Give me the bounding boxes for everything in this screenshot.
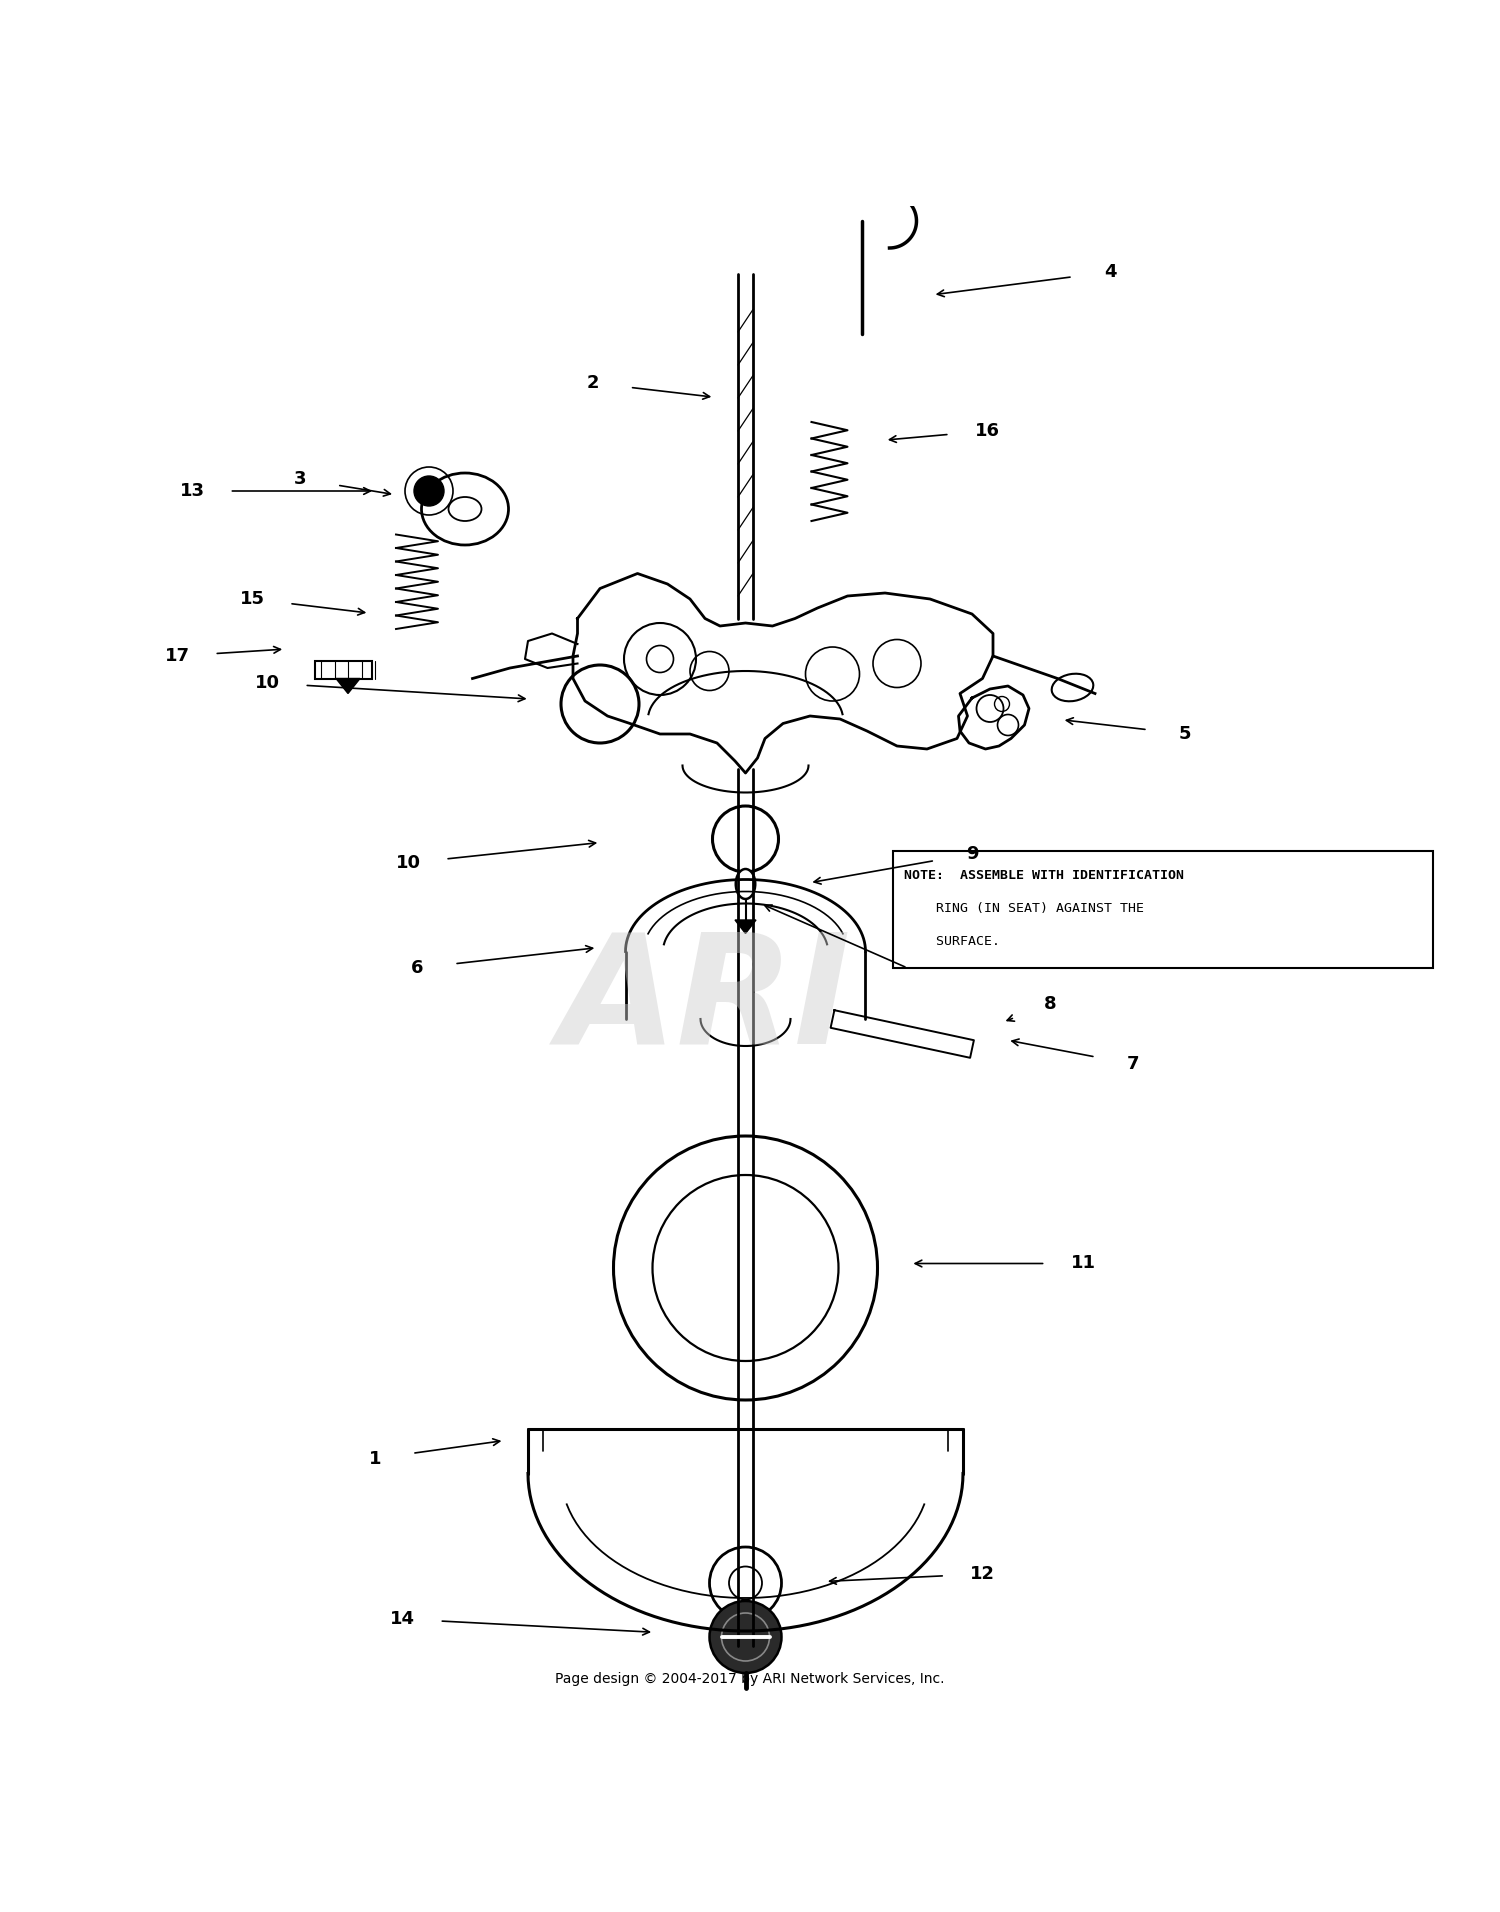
Text: ARI: ARI: [558, 927, 852, 1076]
Text: 14: 14: [390, 1610, 414, 1627]
Text: 12: 12: [970, 1566, 994, 1583]
Text: 10: 10: [255, 675, 279, 692]
Text: 16: 16: [975, 423, 999, 440]
Text: SURFACE.: SURFACE.: [904, 935, 1001, 948]
Circle shape: [710, 1600, 782, 1673]
Text: SURFACE.: SURFACE.: [904, 935, 1001, 948]
Circle shape: [414, 476, 444, 507]
Text: 5: 5: [1179, 725, 1191, 744]
Text: 7: 7: [1126, 1055, 1138, 1073]
Text: 9: 9: [966, 845, 978, 862]
Text: 1: 1: [369, 1449, 381, 1468]
Polygon shape: [336, 679, 360, 694]
Text: RING (IN SEAT) AGAINST THE: RING (IN SEAT) AGAINST THE: [904, 902, 1144, 916]
Text: 8: 8: [1044, 994, 1056, 1013]
Text: 2: 2: [586, 375, 598, 392]
Text: 6: 6: [411, 960, 423, 977]
Text: 11: 11: [1071, 1254, 1095, 1273]
Text: 15: 15: [240, 591, 264, 608]
Text: NOTE:  ASSEMBLE WITH IDENTIFICATION: NOTE: ASSEMBLE WITH IDENTIFICATION: [904, 868, 1185, 881]
Text: RING (IN SEAT) AGAINST THE: RING (IN SEAT) AGAINST THE: [904, 902, 1144, 916]
Text: 13: 13: [180, 482, 204, 501]
Text: 17: 17: [165, 646, 189, 665]
Bar: [892, 851, 1432, 967]
Text: NOTE:  ASSEMBLE WITH IDENTIFICATION: NOTE: ASSEMBLE WITH IDENTIFICATION: [904, 868, 1185, 881]
Text: Page design © 2004-2017 by ARI Network Services, Inc.: Page design © 2004-2017 by ARI Network S…: [555, 1673, 945, 1686]
Polygon shape: [735, 920, 756, 933]
Ellipse shape: [735, 868, 754, 899]
Text: 10: 10: [396, 855, 420, 872]
Bar: [315, 660, 372, 679]
Text: 4: 4: [1104, 264, 1116, 281]
Text: 3: 3: [294, 470, 306, 488]
